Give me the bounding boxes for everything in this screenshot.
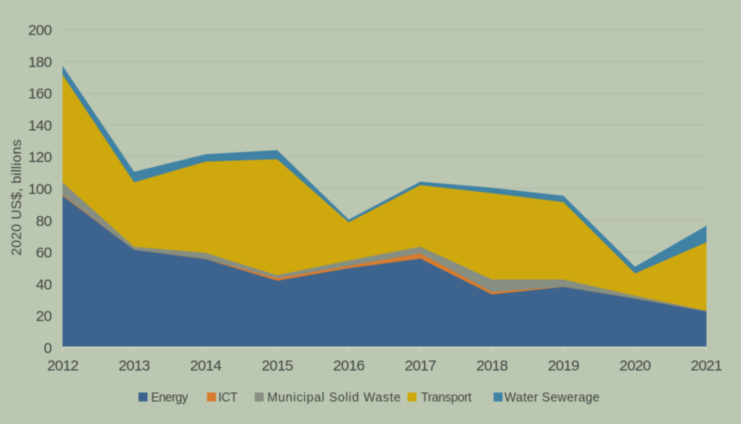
svg-text:2013: 2013 bbox=[119, 358, 150, 375]
svg-text:200: 200 bbox=[28, 22, 52, 39]
svg-text:2018: 2018 bbox=[476, 358, 507, 375]
svg-text:2020: 2020 bbox=[619, 358, 650, 375]
svg-text:160: 160 bbox=[28, 86, 52, 103]
svg-text:60: 60 bbox=[36, 245, 52, 262]
svg-text:120: 120 bbox=[28, 149, 52, 166]
svg-text:2015: 2015 bbox=[262, 358, 293, 375]
svg-text:140: 140 bbox=[28, 118, 52, 135]
svg-text:Municipal Solid Waste: Municipal Solid Waste bbox=[267, 391, 401, 405]
svg-text:40: 40 bbox=[36, 276, 52, 293]
svg-text:100: 100 bbox=[28, 181, 52, 198]
svg-text:2021: 2021 bbox=[691, 358, 722, 375]
svg-text:Transport: Transport bbox=[421, 391, 472, 405]
svg-text:20: 20 bbox=[36, 308, 52, 325]
svg-text:Energy: Energy bbox=[151, 391, 189, 405]
svg-text:2016: 2016 bbox=[333, 358, 364, 375]
svg-text:0: 0 bbox=[44, 340, 52, 357]
svg-text:2012: 2012 bbox=[47, 358, 78, 375]
svg-text:2019: 2019 bbox=[548, 358, 579, 375]
svg-text:80: 80 bbox=[36, 213, 52, 230]
svg-text:ICT: ICT bbox=[218, 391, 238, 405]
svg-text:2014: 2014 bbox=[190, 358, 221, 375]
svg-text:180: 180 bbox=[28, 54, 52, 71]
svg-text:2017: 2017 bbox=[405, 358, 436, 375]
svg-text:Water Sewerage: Water Sewerage bbox=[504, 391, 599, 405]
svg-text:2020 US$, billions: 2020 US$, billions bbox=[8, 139, 24, 255]
